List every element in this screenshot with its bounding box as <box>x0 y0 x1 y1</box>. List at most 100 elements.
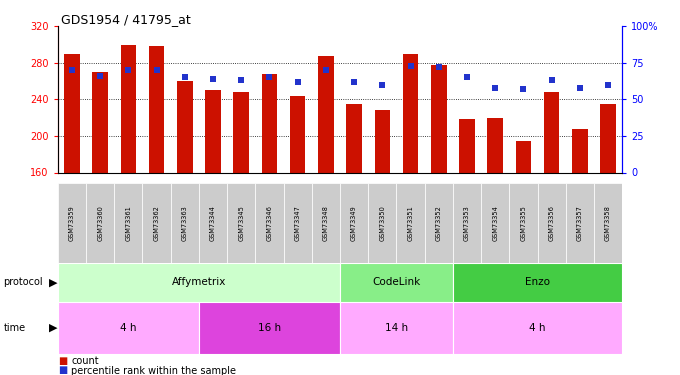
Point <box>405 63 416 69</box>
Text: time: time <box>3 323 26 333</box>
Text: GSM73345: GSM73345 <box>238 205 244 241</box>
Point <box>349 79 360 85</box>
Point <box>95 73 105 79</box>
Point <box>236 77 247 83</box>
Text: GSM73362: GSM73362 <box>154 205 160 241</box>
Point <box>151 67 162 73</box>
Text: GSM73347: GSM73347 <box>294 205 301 241</box>
Point <box>433 64 444 70</box>
Bar <box>488 118 503 172</box>
Point <box>292 79 303 85</box>
Point <box>546 77 557 83</box>
Bar <box>340 183 369 262</box>
Bar <box>262 74 277 172</box>
Point <box>207 76 218 82</box>
Text: GSM73351: GSM73351 <box>407 205 413 241</box>
Bar <box>515 141 531 172</box>
Bar <box>459 120 475 172</box>
Text: GSM73360: GSM73360 <box>97 205 103 241</box>
Bar <box>318 56 334 172</box>
Point <box>320 67 331 73</box>
Bar <box>425 183 453 262</box>
Text: ▶: ▶ <box>49 277 57 287</box>
Bar <box>227 183 256 262</box>
Point <box>490 85 500 91</box>
Bar <box>149 46 165 172</box>
Bar <box>340 302 453 354</box>
Bar <box>600 104 616 172</box>
Text: 4 h: 4 h <box>120 323 137 333</box>
Text: ■: ■ <box>58 356 67 366</box>
Text: GSM73355: GSM73355 <box>520 205 526 241</box>
Bar <box>509 183 538 262</box>
Text: GSM73350: GSM73350 <box>379 205 386 241</box>
Text: count: count <box>71 356 99 366</box>
Bar <box>572 129 588 172</box>
Text: ▶: ▶ <box>49 323 57 333</box>
Point <box>264 74 275 81</box>
Text: GSM73359: GSM73359 <box>69 205 75 241</box>
Text: GSM73356: GSM73356 <box>549 205 555 241</box>
Bar <box>290 96 305 172</box>
Bar <box>453 262 622 302</box>
Text: GSM73357: GSM73357 <box>577 205 583 241</box>
Bar <box>453 302 622 354</box>
Bar <box>92 72 108 172</box>
Bar <box>58 262 340 302</box>
Text: GDS1954 / 41795_at: GDS1954 / 41795_at <box>61 13 191 26</box>
Bar <box>375 110 390 172</box>
Text: CodeLink: CodeLink <box>373 277 420 287</box>
Point <box>67 67 78 73</box>
Bar <box>171 183 199 262</box>
Point <box>575 85 585 91</box>
Bar <box>120 45 136 172</box>
Bar <box>205 90 221 172</box>
Text: ■: ■ <box>58 366 67 375</box>
Bar <box>369 183 396 262</box>
Bar <box>233 92 249 172</box>
Bar <box>86 183 114 262</box>
Bar <box>453 183 481 262</box>
Bar <box>346 104 362 172</box>
Bar <box>544 92 560 172</box>
Text: GSM73363: GSM73363 <box>182 205 188 241</box>
Bar <box>199 302 340 354</box>
Point <box>518 86 529 92</box>
Bar <box>256 183 284 262</box>
Point <box>123 67 134 73</box>
Bar <box>396 183 425 262</box>
Text: GSM73348: GSM73348 <box>323 205 329 241</box>
Text: Enzo: Enzo <box>525 277 550 287</box>
Text: GSM73354: GSM73354 <box>492 205 498 241</box>
Point <box>180 74 190 81</box>
Text: GSM73358: GSM73358 <box>605 205 611 241</box>
Point <box>462 74 473 81</box>
Text: 14 h: 14 h <box>385 323 408 333</box>
Bar <box>58 302 199 354</box>
Text: percentile rank within the sample: percentile rank within the sample <box>71 366 237 375</box>
Point <box>602 82 613 88</box>
Bar <box>594 183 622 262</box>
Text: GSM73352: GSM73352 <box>436 205 442 241</box>
Bar <box>566 183 594 262</box>
Text: GSM73353: GSM73353 <box>464 205 470 241</box>
Bar <box>58 183 86 262</box>
Text: GSM73349: GSM73349 <box>351 205 357 241</box>
Bar <box>538 183 566 262</box>
Text: 16 h: 16 h <box>258 323 281 333</box>
Bar <box>481 183 509 262</box>
Bar <box>312 183 340 262</box>
Bar <box>284 183 312 262</box>
Bar <box>199 183 227 262</box>
Bar <box>431 64 447 172</box>
Bar <box>143 183 171 262</box>
Text: Affymetrix: Affymetrix <box>172 277 226 287</box>
Bar <box>114 183 143 262</box>
Bar <box>403 54 418 173</box>
Text: 4 h: 4 h <box>529 323 546 333</box>
Text: protocol: protocol <box>3 277 43 287</box>
Text: GSM73344: GSM73344 <box>210 205 216 241</box>
Text: GSM73361: GSM73361 <box>125 205 131 241</box>
Bar <box>340 262 453 302</box>
Text: GSM73346: GSM73346 <box>267 205 273 241</box>
